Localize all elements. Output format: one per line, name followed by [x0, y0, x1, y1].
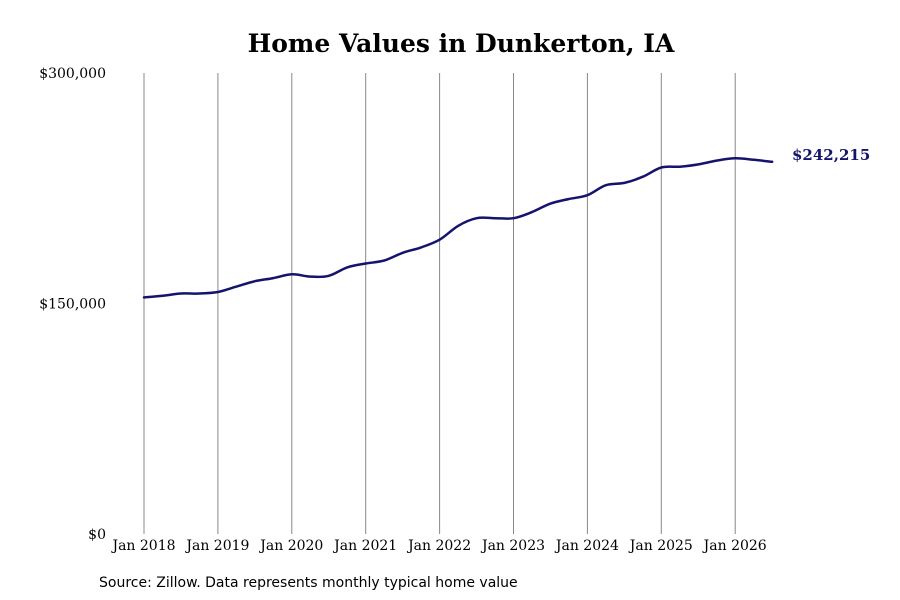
x-tick-label: Jan 2021	[332, 538, 397, 554]
y-axis-ticks: $0 $150,000 $300,000	[39, 66, 106, 543]
end-value-label: $242,215	[792, 146, 870, 164]
y-tick-label: $150,000	[39, 297, 106, 313]
y-tick-label: $300,000	[39, 66, 106, 82]
x-tick-label: Jan 2026	[702, 538, 767, 554]
gridlines	[143, 73, 736, 534]
x-tick-label: Jan 2019	[184, 538, 249, 554]
x-tick-label: Jan 2023	[480, 538, 545, 554]
source-note: Source: Zillow. Data represents monthly …	[99, 575, 518, 591]
x-tick-label: Jan 2018	[110, 538, 175, 554]
series-line	[142, 157, 774, 299]
x-tick-label: Jan 2022	[406, 538, 471, 554]
x-tick-label: Jan 2024	[554, 538, 619, 554]
chart-title: Home Values in Dunkerton, IA	[248, 29, 675, 58]
x-tick-label: Jan 2020	[258, 538, 323, 554]
y-tick-label: $0	[88, 527, 106, 543]
x-axis-ticks: Jan 2018 Jan 2019 Jan 2020 Jan 2021 Jan 2022…	[110, 538, 766, 554]
x-tick-label: Jan 2025	[628, 538, 693, 554]
